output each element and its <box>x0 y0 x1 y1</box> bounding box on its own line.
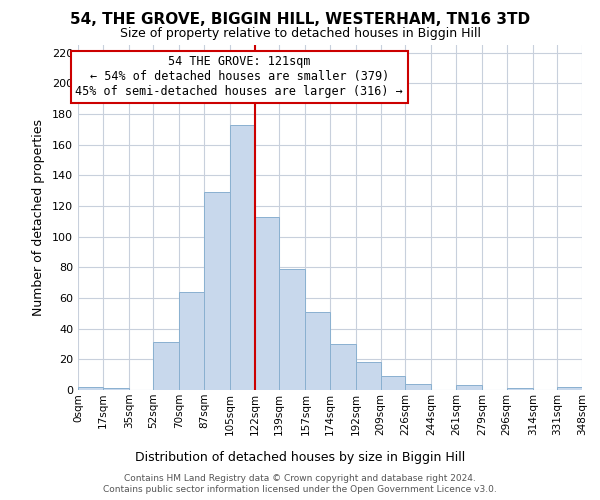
Bar <box>103 388 128 390</box>
Y-axis label: Number of detached properties: Number of detached properties <box>32 119 45 316</box>
Text: Contains public sector information licensed under the Open Government Licence v3: Contains public sector information licen… <box>103 486 497 494</box>
Bar <box>557 387 582 390</box>
Text: Contains HM Land Registry data © Crown copyright and database right 2024.: Contains HM Land Registry data © Crown c… <box>124 474 476 483</box>
Bar <box>230 124 254 390</box>
Text: Distribution of detached houses by size in Biggin Hill: Distribution of detached houses by size … <box>135 451 465 464</box>
Bar <box>356 362 380 390</box>
Bar <box>179 292 204 390</box>
Bar <box>204 192 230 390</box>
Bar <box>280 269 305 390</box>
Bar <box>506 388 533 390</box>
Bar <box>330 344 356 390</box>
Bar <box>456 386 482 390</box>
Bar <box>78 387 103 390</box>
Text: Size of property relative to detached houses in Biggin Hill: Size of property relative to detached ho… <box>119 28 481 40</box>
Bar <box>254 216 280 390</box>
Bar <box>154 342 179 390</box>
Bar <box>305 312 330 390</box>
Text: 54 THE GROVE: 121sqm
← 54% of detached houses are smaller (379)
45% of semi-deta: 54 THE GROVE: 121sqm ← 54% of detached h… <box>76 56 403 98</box>
Text: 54, THE GROVE, BIGGIN HILL, WESTERHAM, TN16 3TD: 54, THE GROVE, BIGGIN HILL, WESTERHAM, T… <box>70 12 530 28</box>
Bar <box>406 384 431 390</box>
Bar <box>380 376 406 390</box>
